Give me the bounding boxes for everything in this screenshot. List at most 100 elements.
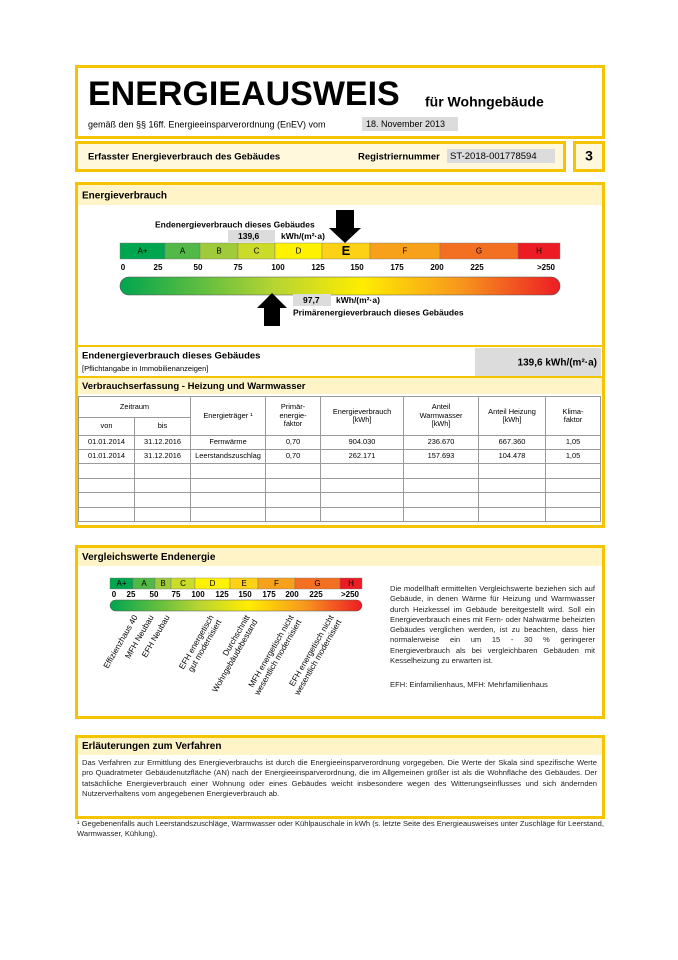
empty-cell — [545, 477, 602, 493]
empty-cell — [190, 463, 267, 479]
empty-cell — [545, 463, 602, 479]
data-cell: 104.478 — [478, 449, 547, 464]
header-cell: Anteil Warmwasser [kWh] — [403, 396, 480, 436]
empty-cell — [133, 506, 192, 522]
scale-label: 175 — [262, 590, 276, 599]
class-label: D — [296, 247, 302, 256]
class-label: F — [274, 579, 279, 588]
data-cell: 0,70 — [265, 435, 322, 450]
header-cell: Primär-energie-faktor — [265, 396, 322, 436]
empty-cell — [403, 463, 480, 479]
class-segment — [517, 242, 561, 260]
header-cell: Energieträger ¹ — [190, 396, 267, 436]
data-cell: 1,05 — [545, 449, 602, 464]
arrow-down — [329, 210, 361, 243]
section-header — [78, 185, 602, 205]
table-row: Zeitraum Energieträger ¹ Primär-energie-fa… — [77, 396, 602, 436]
gradient-bar — [119, 276, 561, 296]
table-row — [78, 463, 602, 479]
data-cell: 236.670 — [403, 435, 480, 450]
class-label: D — [210, 579, 216, 588]
header-cell: bis — [133, 417, 192, 436]
scale-label: 75 — [234, 263, 243, 272]
empty-cell — [320, 477, 405, 493]
class-label: A+ — [116, 579, 126, 588]
final-label: Endenergieverbrauch dieses Gebäudes — [155, 219, 315, 229]
empty-cell — [320, 463, 405, 479]
table-row — [78, 477, 602, 493]
scale-label: 150 — [350, 263, 364, 272]
class-label: F — [403, 247, 408, 256]
empty-cell — [265, 463, 322, 479]
regulation: gemäß den §§ 16ff. Energieeinsparverordn… — [88, 119, 325, 129]
cell-text: Fernwärme — [209, 437, 247, 447]
empty-cell — [133, 463, 192, 479]
section-heading: Erläuterungen zum Verfahren — [82, 741, 221, 752]
empty-cell — [545, 506, 602, 522]
cell-text: Anteil Heizung — [488, 406, 536, 416]
class-label: E — [241, 579, 246, 588]
cell-text: 1,05 — [565, 437, 581, 447]
empty-cell — [545, 492, 602, 508]
empty-cell — [478, 477, 547, 493]
empty-cell — [403, 477, 480, 493]
section-heading: Energieverbrauch — [82, 191, 167, 202]
cell-text: Energieträger ¹ — [203, 410, 253, 420]
footnote: ¹ Gegebenenfalls auch Leerstandszuschläg… — [77, 819, 604, 839]
cell-text: faktor — [563, 415, 583, 424]
scale-label: 150 — [238, 590, 252, 599]
primary-unit: kWh/(m²·a) — [336, 295, 380, 305]
data-cell: Fernwärme — [190, 435, 267, 450]
cell-text: 667.360 — [498, 437, 526, 447]
empty-cell — [78, 492, 135, 508]
table-row: 01.01.2014 31.12.2016 Leerstandszuschlag 0,… — [78, 449, 602, 464]
data-cell: 31.12.2016 — [133, 435, 192, 450]
cell-text: faktor — [283, 419, 303, 429]
cell-text: [kWh] — [431, 419, 451, 429]
explanation-text: Das Verfahren zur Ermittlung des Energie… — [82, 758, 597, 798]
header-cell: von — [78, 417, 135, 436]
cell-text: [kWh] — [502, 415, 522, 424]
data-cell: 0,70 — [265, 449, 322, 464]
info-label: Erfasster Energieverbrauch des Gebäudes — [88, 152, 280, 163]
comparison-text: Die modellhaft ermittelten Vergleichswer… — [390, 584, 595, 666]
header-cell: Klima-faktor — [545, 396, 602, 436]
cell-text: 01.01.2014 — [88, 451, 125, 461]
empty-cell — [320, 492, 405, 508]
cell-text: 904.030 — [348, 437, 376, 447]
scale-label: 100 — [271, 263, 285, 272]
scale-label: 125 — [215, 590, 229, 599]
gradient-bar — [109, 599, 363, 612]
scale-label: 225 — [309, 590, 323, 599]
class-label: H — [536, 247, 542, 256]
cell-text: [kWh] — [352, 415, 372, 424]
header-cell: Energieverbrauch [kWh] — [320, 396, 405, 436]
page-number: 3 — [585, 148, 593, 164]
page-box — [573, 141, 605, 172]
header-box — [75, 65, 605, 139]
cell-text: 31.12.2016 — [144, 437, 181, 447]
registration-number: ST-2018-001778594 — [450, 151, 537, 162]
cell-text: bis — [157, 421, 168, 431]
scale-label: 225 — [470, 263, 484, 272]
data-cell: 01.01.2014 — [78, 435, 135, 450]
scale-label: 75 — [172, 590, 181, 599]
header-cell: Anteil Heizung [kWh] — [478, 396, 547, 436]
cell-text: 0,70 — [285, 437, 301, 447]
class-label: A+ — [137, 247, 147, 256]
scale-label: 0 — [112, 590, 117, 599]
class-label: G — [314, 579, 320, 588]
data-cell: 1,05 — [545, 435, 602, 450]
class-segment — [339, 577, 363, 590]
table-row — [78, 506, 602, 522]
arrow-up — [257, 293, 287, 326]
cell-text: energie- — [279, 410, 307, 420]
scale-label: 25 — [154, 263, 163, 272]
section-header — [78, 738, 602, 755]
scale-label: >250 — [341, 590, 360, 599]
cell-text: 236.670 — [427, 437, 455, 447]
empty-cell — [478, 506, 547, 522]
cell-text: Anteil — [431, 402, 451, 412]
empty-cell — [265, 477, 322, 493]
